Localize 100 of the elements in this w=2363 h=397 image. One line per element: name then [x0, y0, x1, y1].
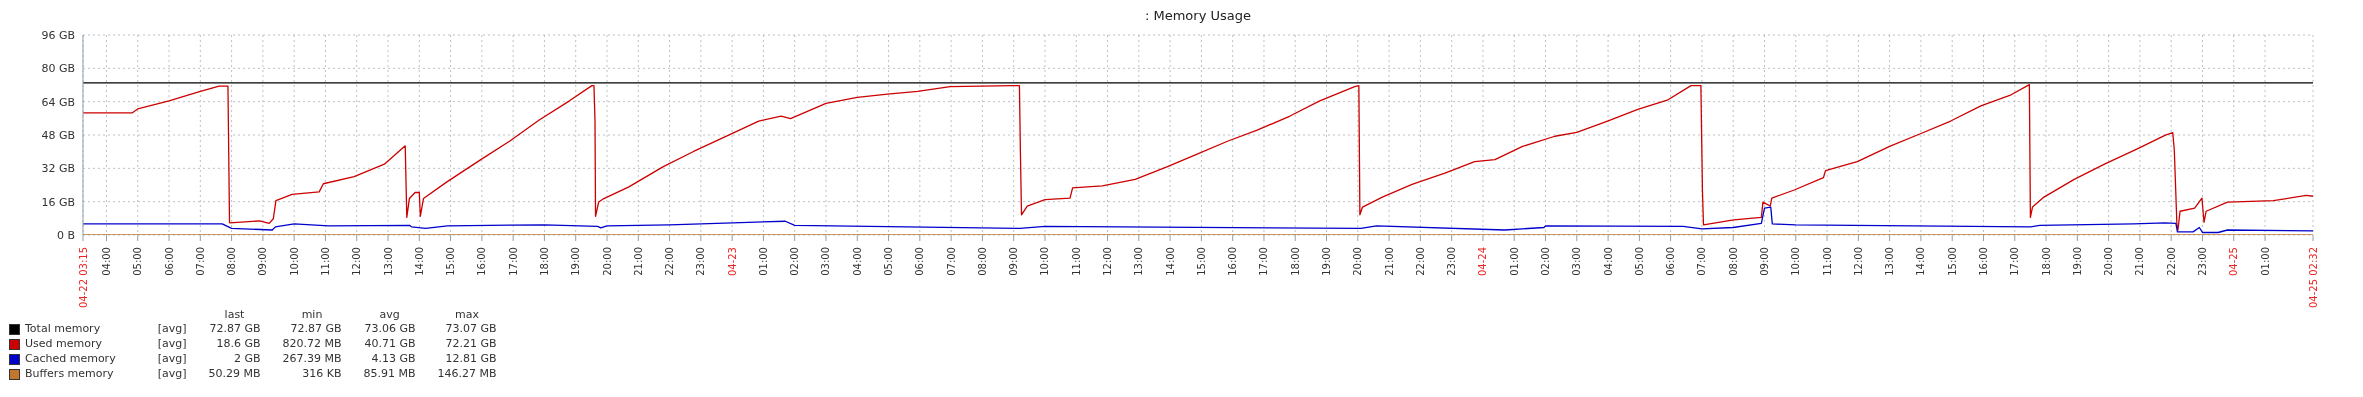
legend-label: Buffers memory	[24, 366, 115, 381]
x-tick-label: 19:00	[1321, 247, 1333, 276]
x-tick-label: 07:00	[194, 247, 206, 276]
x-tick-label: 07:00	[1696, 247, 1708, 276]
y-tick-label: 48 GB	[41, 128, 75, 142]
x-tick-label: 04-22 03:15	[77, 247, 89, 309]
text: 72.21 GB	[444, 336, 497, 351]
x-tick-label: 22:00	[664, 247, 676, 276]
x-tick-label: 10:00	[288, 247, 300, 276]
y-tick-label: 16 GB	[41, 195, 75, 209]
x-tick-label: 11:00	[319, 247, 331, 276]
text: 146.27 MB	[436, 366, 497, 381]
x-tick-label: 10:00	[1790, 247, 1802, 276]
x-tick-label: 22:00	[2165, 247, 2177, 276]
x-tick-label: 22:00	[1414, 247, 1426, 276]
y-tick-label: 96 GB	[41, 28, 75, 42]
x-tick-label: 04-23	[726, 247, 738, 277]
text: 4.13 GB	[370, 351, 416, 366]
x-tick-label: 17:00	[2009, 247, 2021, 276]
y-tick-label: 0 B	[56, 228, 75, 242]
x-tick-label: 21:00	[1383, 247, 1395, 276]
x-tick-label: 16:00	[476, 247, 488, 276]
x-tick-label: 04:00	[1602, 247, 1614, 276]
text: 72.87 GB	[208, 321, 261, 336]
x-tick-label: 17:00	[507, 247, 519, 276]
x-tick-label: 13:00	[1884, 247, 1896, 276]
text: 18.6 GB	[215, 336, 261, 351]
x-tick-label: 05:00	[1633, 247, 1645, 276]
x-tick-label: 09:00	[257, 247, 269, 276]
text: 72.87 GB	[289, 321, 342, 336]
text: 73.06 GB	[363, 321, 416, 336]
x-tick-label: 01:00	[757, 247, 769, 276]
x-tick-label: 11:00	[1070, 247, 1082, 276]
text: 73.07 GB	[444, 321, 497, 336]
x-tick-label: 23:00	[695, 247, 707, 276]
text: avg	[378, 308, 401, 321]
x-tick-label: 23:00	[2196, 247, 2208, 276]
x-tick-label: 12:00	[1852, 247, 1864, 276]
x-tick-label: 20:00	[601, 247, 613, 276]
x-tick-label: 03:00	[820, 247, 832, 276]
x-tick-label: 21:00	[2134, 247, 2146, 276]
x-tick-label: 08:00	[1727, 247, 1739, 276]
x-tick-label: 20:00	[1352, 247, 1364, 276]
y-tick-label: 32 GB	[41, 162, 75, 176]
x-tick-label: 08:00	[976, 247, 988, 276]
text: [avg]	[156, 351, 187, 366]
text: [avg]	[156, 366, 187, 381]
text: 40.71 GB	[363, 336, 416, 351]
x-tick-label: 17:00	[1258, 247, 1270, 276]
x-tick-label: 18:00	[538, 247, 550, 276]
x-tick-label: 05:00	[883, 247, 895, 276]
x-tick-label: 08:00	[226, 247, 238, 276]
x-tick-label: 14:00	[413, 247, 425, 276]
x-tick-label: 16:00	[1227, 247, 1239, 276]
x-tick-label: 06:00	[914, 247, 926, 276]
x-tick-label: 18:00	[2040, 247, 2052, 276]
text: last	[223, 308, 246, 321]
x-tick-label: 04:00	[100, 247, 112, 276]
text: 820.72 MB	[281, 336, 342, 351]
x-tick-label: 06:00	[163, 247, 175, 276]
x-tick-label: 16:00	[1977, 247, 1989, 276]
x-tick-label: 01:00	[2259, 247, 2271, 276]
y-tick-label: 80 GB	[41, 62, 75, 76]
x-tick-label: 09:00	[1008, 247, 1020, 276]
x-tick-label: 09:00	[1758, 247, 1770, 276]
text: max	[454, 308, 481, 321]
x-tick-label: 20:00	[2103, 247, 2115, 276]
x-tick-label: 14:00	[1915, 247, 1927, 276]
x-tick-label: 18:00	[1289, 247, 1301, 276]
chart-title: : Memory Usage	[1144, 8, 1252, 23]
text: 85.91 MB	[362, 366, 416, 381]
text: min	[300, 308, 324, 321]
x-tick-label: 02:00	[1540, 247, 1552, 276]
x-tick-label: 12:00	[1102, 247, 1114, 276]
x-tick-label: 10:00	[1039, 247, 1051, 276]
x-tick-label: 14:00	[1164, 247, 1176, 276]
x-tick-label: 11:00	[1821, 247, 1833, 276]
y-tick-label: 64 GB	[41, 95, 75, 109]
x-tick-label: 04-25 02:32	[2307, 247, 2319, 309]
x-tick-label: 15:00	[445, 247, 457, 276]
legend-label: Total memory	[24, 321, 102, 336]
text: 316 KB	[301, 366, 342, 381]
x-tick-label: 21:00	[632, 247, 644, 276]
x-tick-label: 23:00	[1446, 247, 1458, 276]
x-tick-label: 05:00	[132, 247, 144, 276]
x-tick-label: 04-25	[2228, 247, 2240, 277]
x-tick-label: 13:00	[1133, 247, 1145, 276]
x-tick-label: 02:00	[789, 247, 801, 276]
x-tick-label: 19:00	[570, 247, 582, 276]
x-tick-label: 04:00	[851, 247, 863, 276]
x-tick-label: 01:00	[1508, 247, 1520, 276]
x-tick-label: 15:00	[1946, 247, 1958, 276]
x-tick-label: 15:00	[1195, 247, 1207, 276]
legend-label: Used memory	[24, 336, 103, 351]
x-tick-label: 03:00	[1571, 247, 1583, 276]
x-tick-label: 07:00	[945, 247, 957, 276]
text: 50.29 MB	[207, 366, 261, 381]
x-tick-label: 06:00	[1665, 247, 1677, 276]
text: [avg]	[156, 321, 187, 336]
text: 2 GB	[232, 351, 261, 366]
